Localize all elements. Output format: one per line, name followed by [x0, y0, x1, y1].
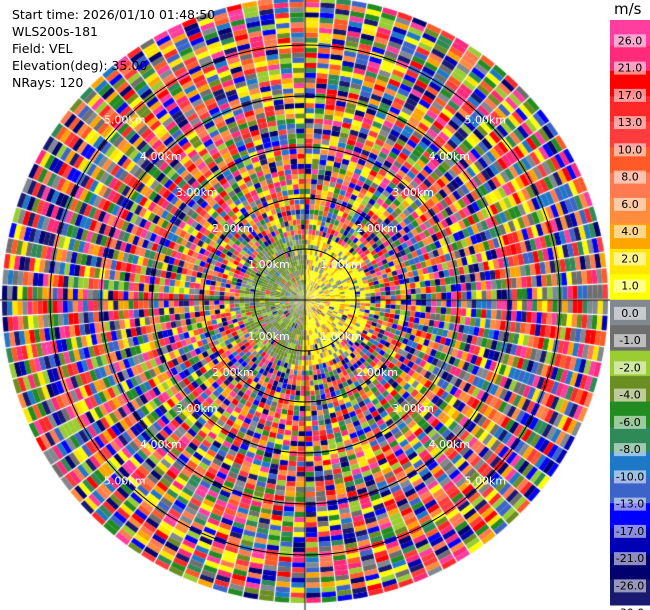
range-ring-label: 1.00km — [320, 330, 362, 343]
colorbar-tick-label: 8.0 — [621, 171, 639, 184]
colorbar-tick-bg — [614, 361, 646, 375]
colorbar-tick-label: -6.0 — [619, 416, 640, 429]
range-ring — [202, 197, 408, 403]
colorbar-tick-bg — [614, 552, 646, 566]
colorbar-tick-bg — [614, 470, 646, 484]
elevation-text: Elevation(deg): 35.00 — [12, 58, 148, 73]
range-ring-label: 3.00km — [176, 186, 218, 199]
colorbar-tick-bg — [614, 443, 646, 457]
colorbar-tick-bg — [614, 116, 646, 130]
range-ring-label: 4.00km — [140, 438, 182, 451]
colorbar-tick-bg — [614, 524, 646, 538]
colorbar-tick-label: -17.0 — [616, 525, 644, 538]
range-ring-label: 3.00km — [392, 402, 434, 415]
colorbar-tick-label: -13.0 — [616, 498, 644, 511]
range-ring-label: 4.00km — [428, 438, 470, 451]
range-ring-label: 2.00km — [356, 366, 398, 379]
colorbar-tick-label: -26.0 — [616, 579, 644, 592]
start-time-text: Start time: 2026/01/10 01:48:50 — [12, 7, 216, 22]
range-ring — [49, 44, 561, 556]
colorbar-tick-bg — [614, 34, 646, 48]
colorbar-unit-label: m/s — [614, 0, 642, 18]
colorbar-tick-bg — [614, 497, 646, 511]
colorbar-tick-label: 4.0 — [621, 225, 639, 238]
range-ring — [253, 248, 357, 352]
colorbar-tick-bg — [614, 279, 646, 293]
colorbar-tick-label: -1.0 — [619, 334, 640, 347]
colorbar-tick-bg — [614, 197, 646, 211]
colorbar-tick-label: -30.0 — [616, 607, 644, 610]
range-ring-label: 2.00km — [356, 222, 398, 235]
colorbar-tick-label: 6.0 — [621, 198, 639, 211]
colorbar-tick-bg — [614, 170, 646, 184]
range-ring-label: 1.00km — [248, 330, 290, 343]
colorbar-tick-bg — [614, 252, 646, 266]
colorbar-tick-bg — [614, 88, 646, 102]
range-ring-label: 3.00km — [176, 402, 218, 415]
range-ring — [151, 146, 459, 454]
colorbar-tick-label: 1.0 — [621, 280, 639, 293]
range-ring-label: 4.00km — [140, 150, 182, 163]
range-ring-label: 5.00km — [104, 474, 146, 487]
colorbar-tick-label: 0.0 — [621, 307, 639, 320]
colorbar-tick-label: 2.0 — [621, 252, 639, 265]
colorbar-tick-bg — [614, 61, 646, 75]
colorbar-tick-label: 13.0 — [618, 116, 643, 129]
range-ring — [100, 95, 510, 505]
nrays-text: NRays: 120 — [12, 75, 84, 90]
colorbar-tick-label: 21.0 — [618, 62, 643, 75]
colorbar-tick-label: 10.0 — [618, 143, 643, 156]
range-rings-overlay: 1.00km 1.00km 1.00km 1.00km 2.00km 2.00km 2.00… — [49, 44, 561, 556]
colorbar-tick-bg — [614, 388, 646, 402]
range-ring-label: 5.00km — [465, 474, 507, 487]
range-ring-label: 5.00km — [465, 114, 507, 127]
colorbar-tick-bg — [614, 606, 646, 610]
colorbar-tick-bg — [614, 415, 646, 429]
colorbar-tick-bg — [614, 579, 646, 593]
range-ring-label: 1.00km — [248, 258, 290, 271]
colorbar-tick-label: -8.0 — [619, 443, 640, 456]
field-text: Field: VEL — [12, 41, 73, 56]
colorbar-tick-label: 17.0 — [618, 89, 643, 102]
range-ring-label: 2.00km — [212, 222, 254, 235]
site-text: WLS200s-181 — [12, 24, 98, 39]
colorbar-tick-label: -10.0 — [616, 470, 644, 483]
radar-ppi-plot — [0, 0, 610, 610]
range-ring-label: 3.00km — [392, 186, 434, 199]
colorbar-tick-label: -4.0 — [619, 389, 640, 402]
colorbar-tick-bg — [614, 306, 646, 320]
colorbar-tick-label: -21.0 — [616, 552, 644, 565]
colorbar-tick-bg — [614, 225, 646, 239]
colorbar-tick-label: 26.0 — [618, 34, 643, 47]
range-ring-label: 4.00km — [428, 150, 470, 163]
colorbar-tick-bg — [614, 334, 646, 348]
colorbar-tick-bg — [614, 143, 646, 157]
info-panel: Start time: 2026/01/10 01:48:50 WLS200s-… — [12, 6, 215, 91]
colorbar-tick-label: -2.0 — [619, 361, 640, 374]
range-ring-label: 5.00km — [104, 114, 146, 127]
range-ring-label: 1.00km — [320, 258, 362, 271]
range-ring-label: 2.00km — [212, 366, 254, 379]
colorbar: 26.0 21.0 17.0 13.0 10.0 8.0 6.0 4.0 2.0 1.0 0.0 -1… — [610, 20, 650, 610]
